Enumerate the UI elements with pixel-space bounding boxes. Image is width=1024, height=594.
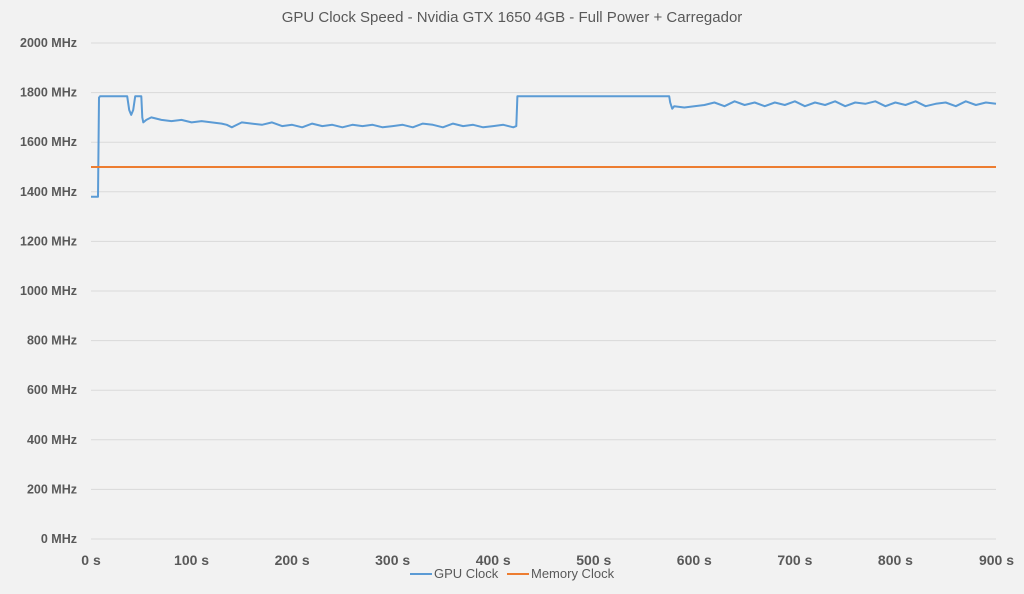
x-tick-label: 200 s [275,552,310,568]
legend-label: Memory Clock [531,566,615,581]
y-axis-ticks: 0 MHz 200 MHz 400 MHz 600 MHz 800 MHz 1000 MH… [20,36,77,546]
x-tick-label: 400 s [476,552,511,568]
y-tick-label: 2000 MHz [20,36,77,50]
x-tick-label: 100 s [174,552,209,568]
x-tick-label: 500 s [576,552,611,568]
y-tick-label: 1800 MHz [20,86,77,100]
chart-title: GPU Clock Speed - Nvidia GTX 1650 4GB - … [282,9,743,26]
x-tick-label: 300 s [375,552,410,568]
legend-label: GPU Clock [434,566,499,581]
y-tick-label: 400 MHz [27,433,77,447]
x-tick-label: 900 s [979,552,1014,568]
y-tick-label: 600 MHz [27,383,77,397]
series-layer [91,95,997,198]
x-tick-label: 800 s [878,552,913,568]
x-tick-label: 0 s [81,552,101,568]
series-line-gpu-clock [91,95,997,198]
legend: GPU Clock Memory Clock [410,566,615,581]
x-tick-label: 700 s [777,552,812,568]
y-tick-label: 1200 MHz [20,234,77,248]
grid-layer [91,42,996,540]
y-tick-label: 800 MHz [27,334,77,348]
y-tick-label: 1600 MHz [20,135,77,149]
y-tick-label: 1000 MHz [20,284,77,298]
y-tick-label: 1400 MHz [20,185,77,199]
x-axis-ticks: 0 s 100 s 200 s 300 s 400 s 500 s 600 s 700 s 80… [81,552,1014,568]
x-tick-label: 600 s [677,552,712,568]
y-tick-label: 200 MHz [27,482,77,496]
y-tick-label: 0 MHz [41,532,77,546]
